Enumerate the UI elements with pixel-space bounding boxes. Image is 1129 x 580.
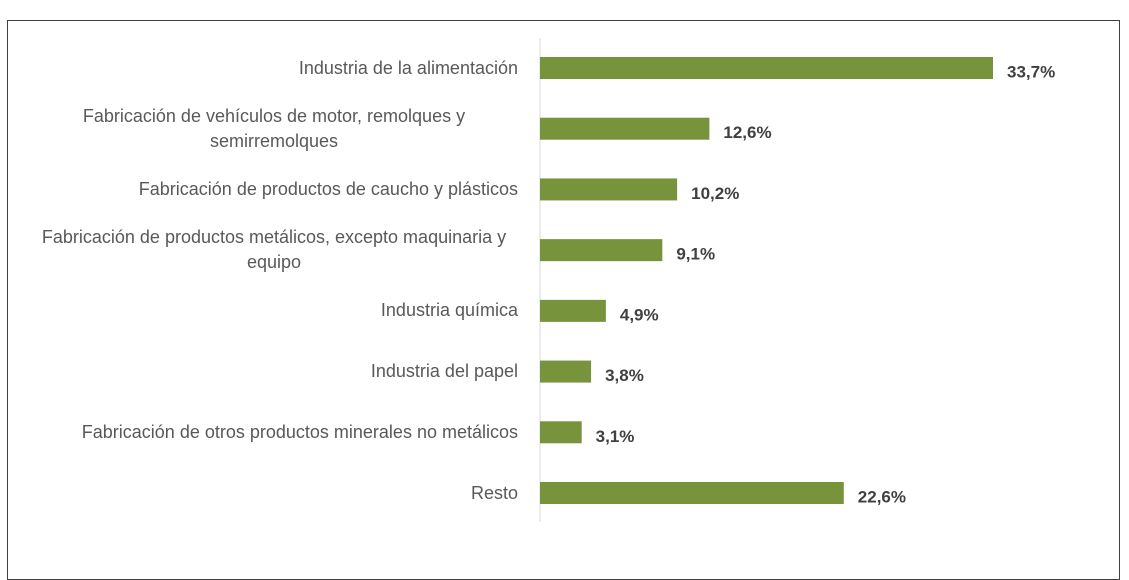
- category-label-box: Fabricación de productos metálicos, exce…: [30, 220, 518, 280]
- category-label-box: Fabricación de vehículos de motor, remol…: [30, 99, 518, 159]
- category-label-box: Industria de la alimentación: [30, 38, 518, 98]
- category-label: Resto: [470, 482, 518, 503]
- category-label-box: Industria del papel: [30, 342, 518, 402]
- value-label: 4,9%: [620, 305, 659, 324]
- bar: [540, 178, 678, 201]
- bar: [540, 360, 592, 383]
- value-label: 10,2%: [691, 184, 739, 203]
- value-label: 33,7%: [1007, 62, 1055, 81]
- category-label-box: Fabricación de otros productos minerales…: [30, 402, 518, 462]
- category-label: Industria del papel: [370, 361, 518, 382]
- bar: [540, 421, 582, 444]
- value-label: 12,6%: [723, 123, 771, 142]
- category-label: Fabricación de productos de caucho y plá…: [138, 178, 518, 199]
- bar: [540, 239, 663, 262]
- category-label-box: Resto: [30, 463, 518, 523]
- category-label-box: Fabricación de productos de caucho y plá…: [30, 159, 518, 219]
- bar: [540, 117, 710, 140]
- value-label: 3,1%: [596, 427, 635, 446]
- bar: [540, 482, 844, 504]
- bar: [540, 299, 606, 322]
- category-label-box: Industria química: [30, 281, 518, 341]
- category-label: Fabricación de vehículos de motor, remol…: [82, 105, 466, 151]
- value-label: 9,1%: [676, 245, 715, 264]
- category-label: Fabricación de otros productos minerales…: [81, 421, 518, 442]
- value-label: 22,6%: [858, 487, 906, 506]
- category-label: Industria de la alimentación: [298, 57, 518, 78]
- bar: [540, 57, 993, 79]
- value-label: 3,8%: [605, 366, 644, 385]
- category-label: Industria química: [380, 300, 518, 321]
- category-label: Fabricación de productos metálicos, exce…: [41, 227, 507, 273]
